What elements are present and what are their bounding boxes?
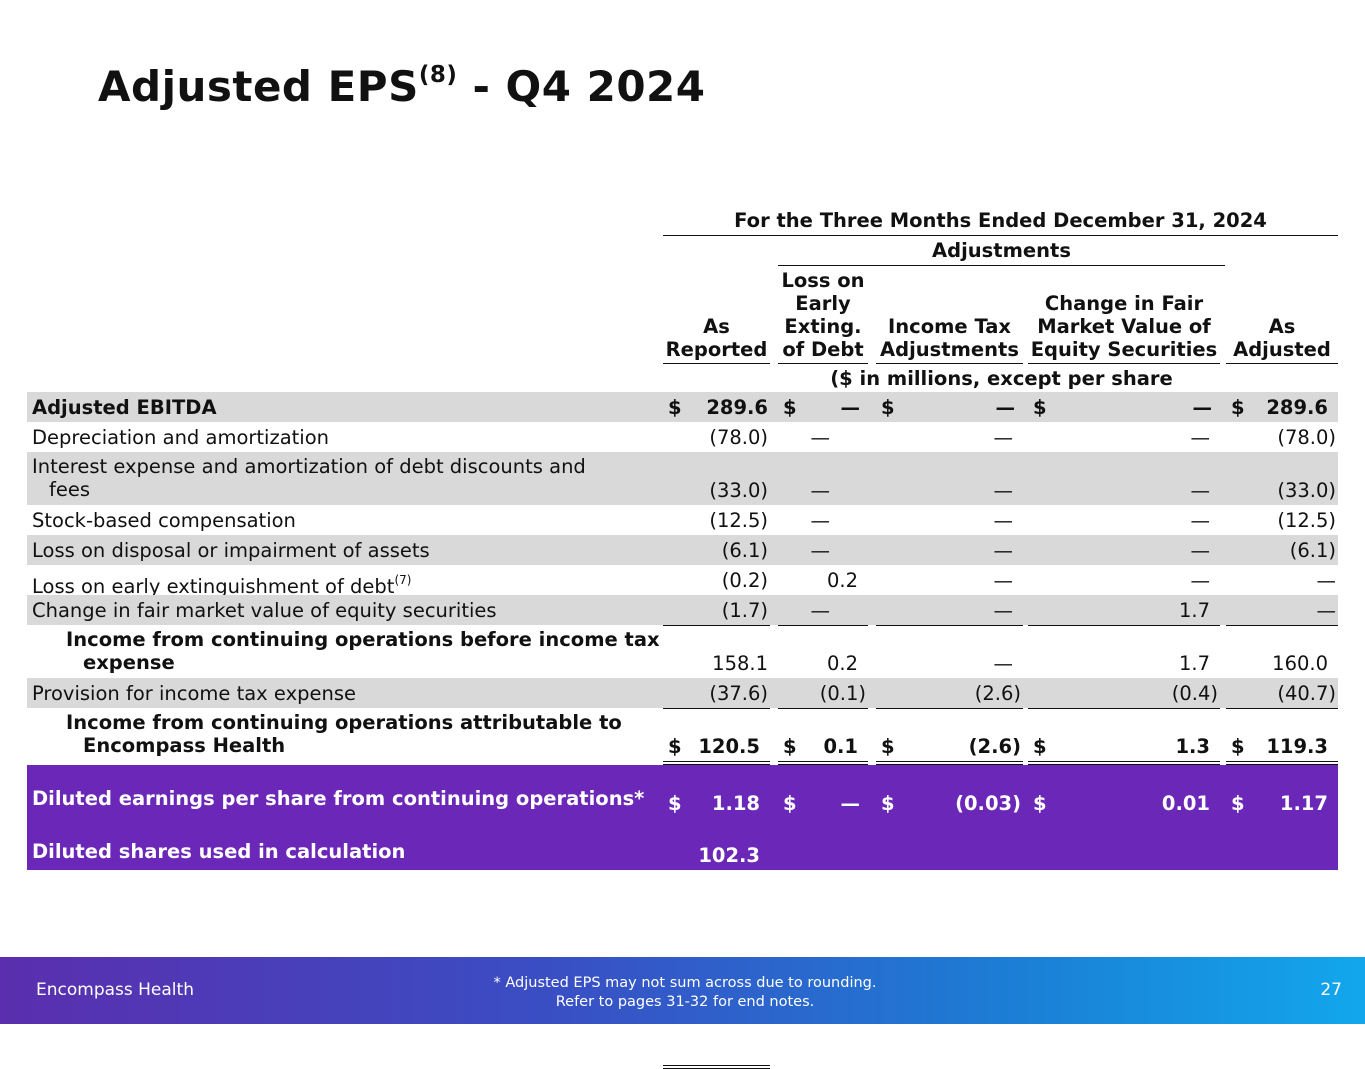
table-row: Income from continuing operations before… [66, 628, 1328, 675]
footer-bar: Encompass Health * Adjusted EPS may not … [0, 957, 1365, 1024]
period-header: For the Three Months Ended December 31, … [734, 209, 1267, 232]
page-number: 27 [1320, 980, 1342, 1000]
row-label: Adjusted EBITDA [32, 396, 217, 419]
row-label: Depreciation and amortization [32, 426, 329, 449]
adjusted-eps-table: For the Three Months Ended December 31, … [27, 204, 1338, 1069]
row-label: Loss on early extinguishment of debt(7) [32, 573, 412, 598]
adjustments-header: Adjustments [932, 239, 1071, 262]
row-label: Change in fair market value of equity se… [32, 599, 497, 622]
table-row-eps: Diluted earnings per share from continui… [27, 765, 1338, 822]
title-superscript: (8) [418, 62, 458, 88]
row-label: Loss on disposal or impairment of assets [32, 539, 430, 562]
table-row: Provision for income tax expense (37.6) … [27, 678, 1338, 709]
table-header: For the Three Months Ended December 31, … [27, 204, 1338, 413]
footer-note: * Adjusted EPS may not sum across due to… [493, 975, 877, 1010]
row-label: Income from continuing operations before… [66, 628, 660, 674]
col-loss-on-debt: Loss on Early Exting. of Debt [781, 269, 865, 361]
table-row: Change in fair market value of equity se… [27, 595, 1338, 626]
col-fair-value: Change in Fair Market Value of Equity Secu… [1030, 292, 1218, 361]
row-label: Diluted shares used in calculation [32, 840, 406, 863]
col-as-adjusted: As Adjusted [1233, 315, 1331, 361]
table-row: Interest expense and amortization of deb… [27, 452, 1338, 505]
shares-underline [663, 1065, 770, 1069]
col-as-reported: As Reported [665, 315, 768, 361]
col-income-tax: Income Tax Adjustments [880, 315, 1019, 361]
table-row: Loss on disposal or impairment of assets… [27, 535, 1338, 565]
table-row-shares: Diluted shares used in calculation 102.3 [27, 818, 1338, 870]
footer-brand: Encompass Health [36, 980, 194, 1000]
row-label: Stock-based compensation [32, 509, 296, 532]
row-label: Provision for income tax expense [32, 682, 357, 705]
row-label: Interest expense and amortization of deb… [32, 455, 586, 501]
table-row: Adjusted EBITDA $289.6 $ — $ — $ — $289.6 [27, 392, 1338, 422]
table-row: Depreciation and amortization (78.0) — —… [32, 426, 1336, 449]
table-row: Income from continuing operations attrib… [27, 708, 1338, 765]
table-row: Stock-based compensation (12.5) — — — (1… [32, 509, 1336, 532]
table-row: Loss on early extinguishment of debt(7) … [32, 569, 1336, 598]
row-label: Income from continuing operations attrib… [66, 711, 622, 757]
page-title: Adjusted EPS(8) - Q4 2024 [98, 62, 706, 111]
row-label: Diluted earnings per share from continui… [32, 787, 645, 810]
